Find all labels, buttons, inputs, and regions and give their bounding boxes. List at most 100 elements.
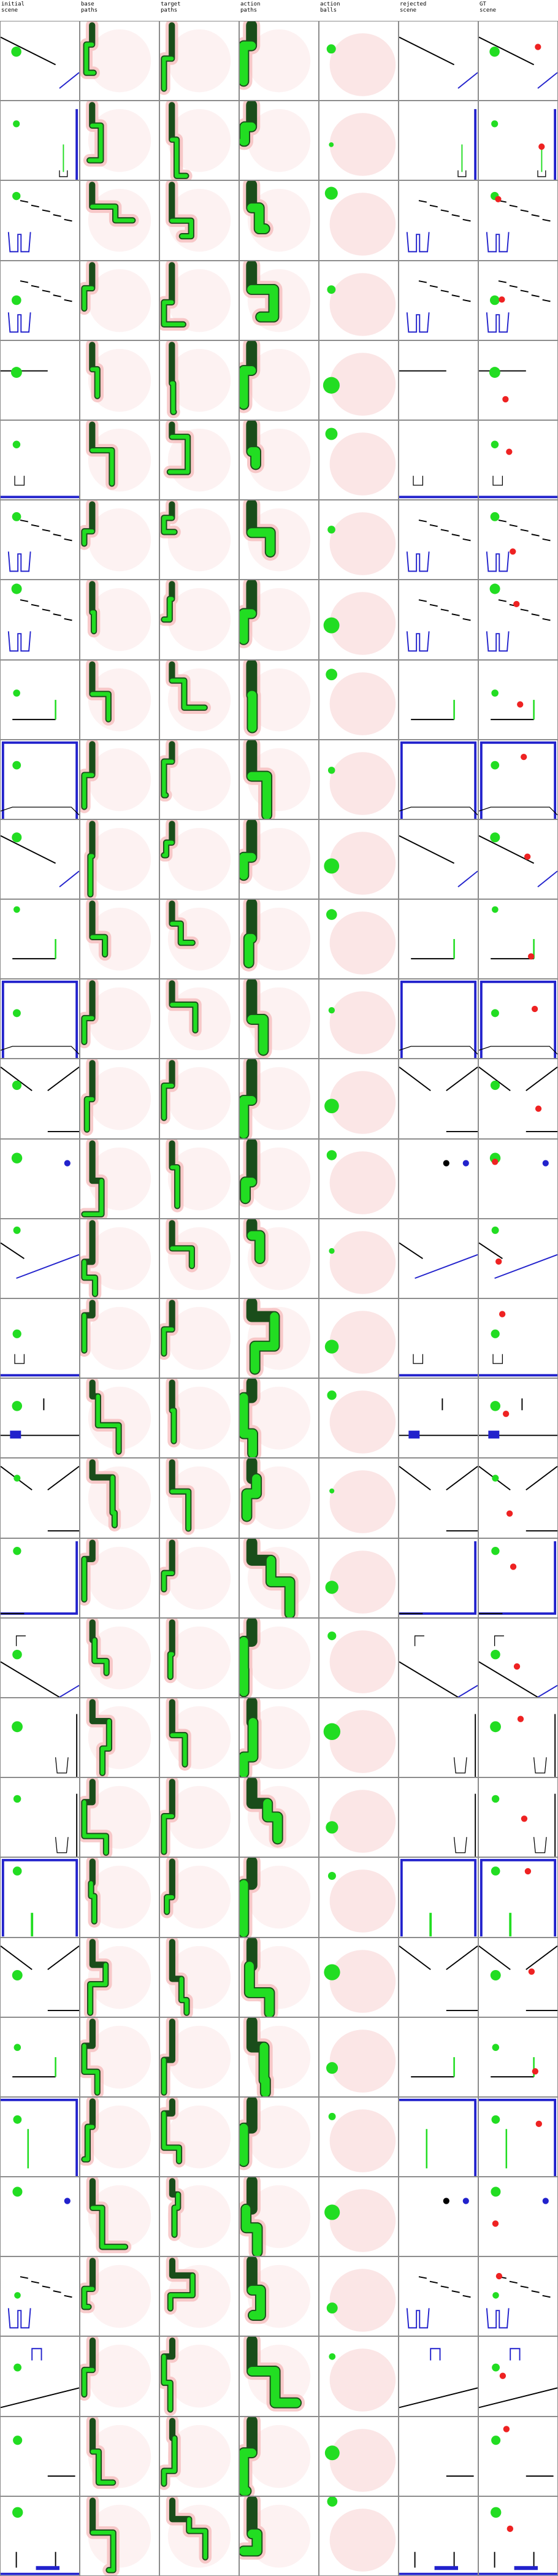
green-ball: [326, 2061, 338, 2074]
green-ball: [13, 2364, 22, 2372]
green-ball: [490, 512, 500, 521]
blue-ball: [462, 1159, 469, 1167]
gt-panel: [491, 2187, 549, 2227]
scene-bar: [1, 1067, 32, 1092]
cell-action_paths-row-6: [239, 500, 319, 580]
path-trace-highlight: [162, 2111, 182, 2163]
scene-container: [537, 170, 546, 177]
column-header-rejected: rejected scene: [400, 1, 427, 13]
scene-bar: [531, 613, 540, 616]
scene-objects: [1, 1635, 79, 1697]
cell-action_paths-row-1: [239, 101, 319, 181]
cell-initial-row-6: [0, 500, 80, 580]
heat-region: [167, 1546, 231, 1609]
path-trace-highlight: [247, 772, 272, 819]
scene-bar: [53, 214, 61, 218]
scene-container: [55, 1837, 69, 1853]
gt-panel: [479, 1541, 557, 1615]
action_paths-panel: [240, 340, 311, 413]
heat-region: [329, 1710, 396, 1773]
cell-gt-row-0: [478, 21, 558, 101]
cell-base-row-7: [80, 580, 159, 660]
rejected-panel: [399, 2098, 477, 2177]
cell-initial-row-22: [0, 1777, 80, 1858]
path-trace-highlight: [88, 854, 94, 897]
heat-region: [329, 2029, 396, 2093]
path-trace-highlight: [241, 1177, 256, 1203]
cell-action_paths-row-28: [239, 2256, 319, 2337]
scene-objects: [399, 1541, 477, 1615]
path-trace-highlight: [162, 597, 174, 622]
action_paths-panel: [240, 900, 311, 972]
green-ball: [491, 440, 499, 448]
scene-bar: [526, 1067, 557, 1092]
scene-objects: [399, 1242, 478, 1279]
green-ball: [10, 366, 22, 378]
scene-platform: [488, 1430, 500, 1439]
scene-objects: [399, 835, 478, 887]
scene-bar: [418, 599, 427, 602]
cell-action_balls-row-22: [319, 1777, 399, 1858]
scene-bar: [526, 1466, 557, 1491]
red-ball: [535, 44, 541, 50]
initial-panel: [7, 192, 72, 253]
gt-panel: [479, 1398, 557, 1439]
base-panel: [86, 2496, 151, 2575]
rejected-panel: [400, 1859, 477, 1937]
green-ball: [12, 192, 21, 201]
scene-container: [7, 312, 31, 332]
base-panel: [86, 660, 151, 731]
cell-action_paths-row-27: [239, 2177, 319, 2257]
cell-gt-row-22: [478, 1777, 558, 1858]
heat-region: [247, 588, 311, 651]
cell-gt-row-28: [478, 2256, 558, 2337]
heat-region: [88, 827, 151, 891]
path-trace-highlight: [170, 1733, 187, 1766]
heat-region: [167, 508, 231, 572]
base-panel: [85, 1858, 151, 1929]
red-ball: [506, 1510, 513, 1517]
cell-action_balls-row-27: [319, 2177, 399, 2257]
scene-bar: [20, 599, 28, 602]
scene-objects: [491, 939, 535, 960]
scene-bar: [462, 299, 471, 302]
action_balls-panel: [329, 1231, 396, 1294]
path-trace-highlight: [240, 1096, 256, 1138]
path-trace-highlight: [170, 678, 207, 710]
scene-bar: [59, 1684, 79, 1697]
cell-rejected-row-2: [399, 180, 478, 261]
action_balls-panel: [328, 991, 396, 1055]
scene-container: [494, 1635, 504, 1646]
initial-panel: [11, 1152, 71, 1167]
scene-bar: [64, 299, 72, 302]
green-ball: [13, 2044, 21, 2051]
scene-bar: [1, 1661, 60, 1697]
scene-objects: [399, 2348, 478, 2409]
scene-bar: [542, 299, 551, 302]
cell-action_balls-row-0: [319, 21, 399, 101]
cell-target-row-10: [159, 819, 239, 900]
scene-bar: [498, 280, 506, 283]
base-panel: [80, 2257, 151, 2328]
scene-container: [486, 312, 510, 332]
green-ball: [489, 295, 500, 305]
cell-initial-row-18: [0, 1458, 80, 1538]
gt-panel: [479, 440, 557, 499]
green-ball: [492, 1474, 499, 1482]
cell-gt-row-2: [478, 180, 558, 261]
rejected-panel: [399, 2348, 478, 2409]
scene-bar: [20, 280, 28, 283]
scene-container: [1, 981, 78, 1059]
scene-container: [430, 2348, 441, 2361]
cell-initial-row-13: [0, 1059, 80, 1139]
gt-panel: [490, 1714, 556, 1777]
rejected-panel: [399, 1945, 478, 2011]
cell-action_paths-row-8: [239, 659, 319, 740]
scene-container: [413, 475, 424, 486]
scene-bar: [1, 1242, 25, 1259]
green-ball: [489, 583, 500, 594]
cell-rejected-row-25: [399, 2017, 478, 2097]
scene-container: [406, 631, 430, 652]
gt-panel: [480, 1859, 557, 1937]
green-ball: [491, 1866, 500, 1876]
